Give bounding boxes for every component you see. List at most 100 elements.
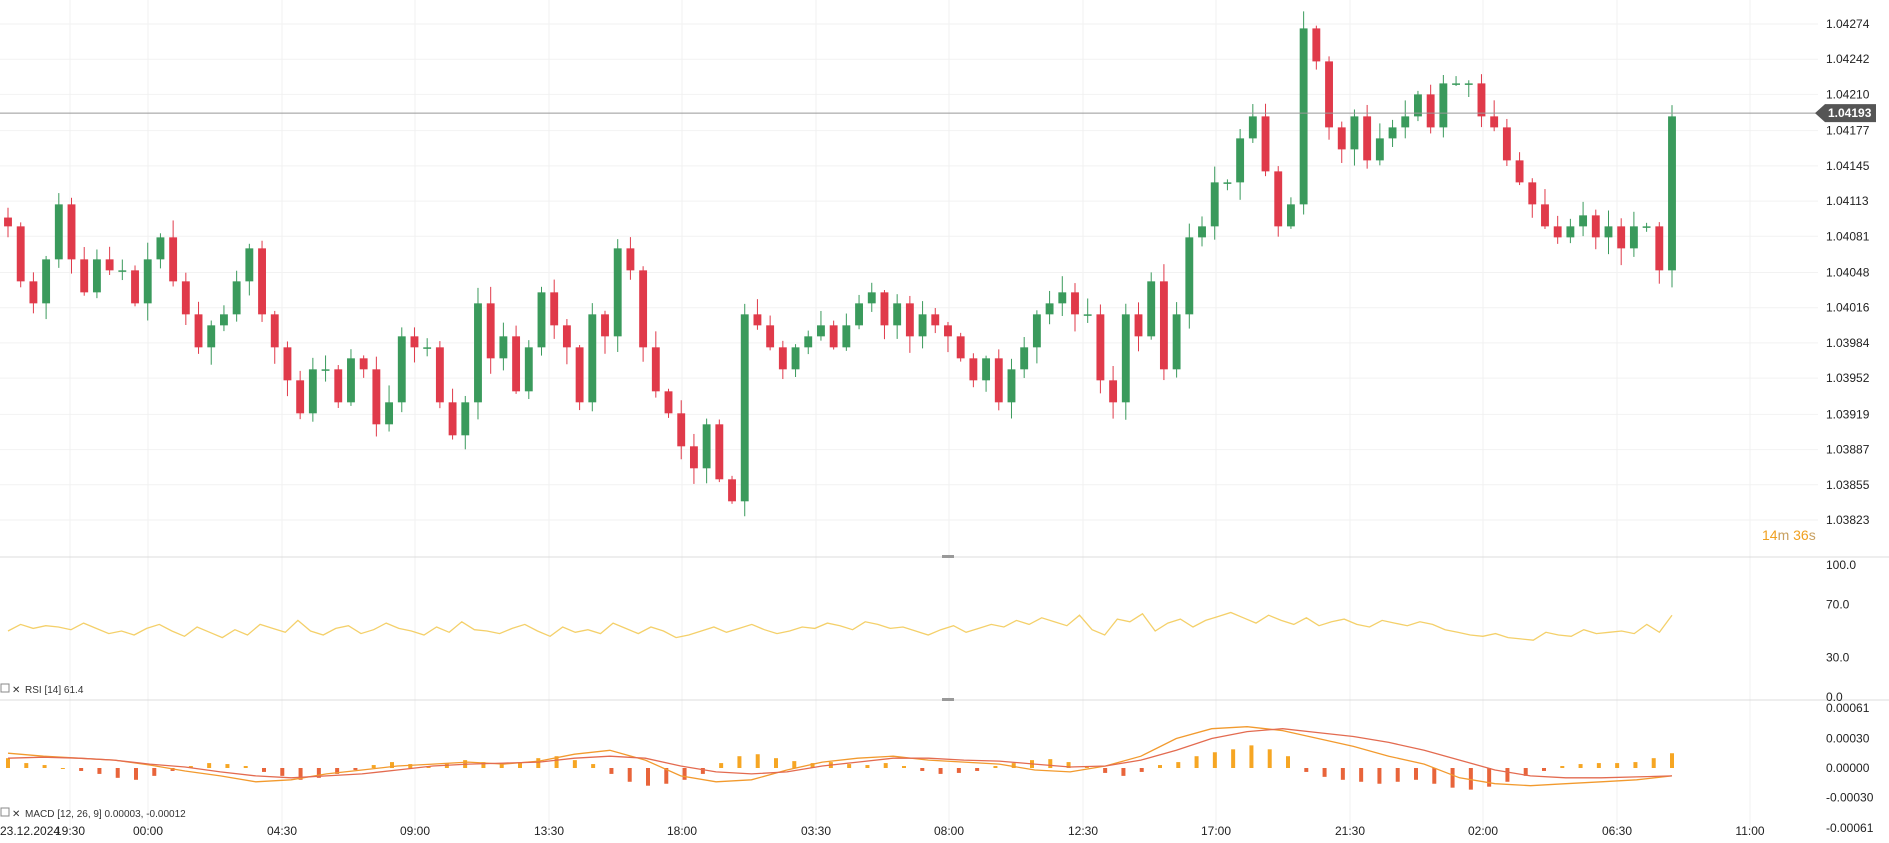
candle[interactable] bbox=[1375, 123, 1384, 166]
candle[interactable] bbox=[385, 385, 394, 432]
candle[interactable] bbox=[474, 287, 482, 420]
candle[interactable] bbox=[270, 310, 279, 364]
candle[interactable] bbox=[423, 338, 432, 357]
candle[interactable] bbox=[664, 388, 673, 418]
candle[interactable] bbox=[575, 345, 584, 411]
candle[interactable] bbox=[207, 320, 216, 365]
candle[interactable] bbox=[156, 233, 165, 269]
candle[interactable] bbox=[1426, 84, 1435, 134]
candle[interactable] bbox=[42, 255, 51, 320]
candle[interactable] bbox=[372, 356, 381, 437]
candle[interactable] bbox=[1477, 74, 1486, 128]
candle[interactable] bbox=[1109, 366, 1118, 419]
candle[interactable] bbox=[308, 357, 317, 422]
candle[interactable] bbox=[131, 265, 139, 307]
price-panel[interactable]: 1.04274 1.04242 1.04210 1.04177 1.04145 1.041… bbox=[0, 11, 1876, 543]
candle[interactable] bbox=[1058, 276, 1067, 316]
candle[interactable] bbox=[1604, 210, 1613, 255]
candle[interactable] bbox=[969, 353, 978, 388]
candle[interactable] bbox=[321, 355, 330, 382]
candle[interactable] bbox=[842, 313, 851, 351]
candle[interactable] bbox=[1223, 179, 1232, 191]
candle[interactable] bbox=[397, 327, 406, 413]
candle[interactable] bbox=[1490, 100, 1499, 132]
candle[interactable] bbox=[92, 249, 101, 299]
candle[interactable] bbox=[1045, 290, 1054, 325]
candle[interactable] bbox=[982, 355, 991, 392]
candle[interactable] bbox=[448, 388, 457, 440]
close-icon[interactable]: ✕ bbox=[12, 685, 20, 696]
candle[interactable] bbox=[626, 237, 635, 280]
candle[interactable] bbox=[537, 286, 546, 356]
candle[interactable] bbox=[1502, 118, 1511, 167]
candle[interactable] bbox=[1020, 337, 1029, 379]
candle[interactable] bbox=[1032, 310, 1041, 364]
candle[interactable] bbox=[689, 433, 698, 484]
candle[interactable] bbox=[639, 266, 648, 362]
candle[interactable] bbox=[359, 355, 368, 378]
candle[interactable] bbox=[1337, 121, 1346, 163]
candle[interactable] bbox=[1629, 211, 1638, 257]
candle[interactable] bbox=[918, 301, 927, 349]
resize-handle-rsi[interactable] bbox=[942, 555, 954, 558]
candle[interactable] bbox=[486, 286, 495, 374]
candle[interactable] bbox=[651, 331, 660, 398]
candle[interactable] bbox=[613, 239, 622, 352]
candle[interactable] bbox=[1210, 166, 1219, 240]
candle[interactable] bbox=[1147, 272, 1156, 340]
candle[interactable] bbox=[867, 282, 876, 312]
candle[interactable] bbox=[1248, 104, 1257, 143]
candle[interactable] bbox=[4, 207, 12, 238]
candle[interactable] bbox=[728, 475, 736, 504]
candle[interactable] bbox=[804, 330, 813, 355]
candle[interactable] bbox=[740, 303, 749, 517]
indicator-settings-icon[interactable] bbox=[0, 683, 10, 693]
candle[interactable] bbox=[54, 193, 63, 268]
candle[interactable] bbox=[1159, 264, 1168, 381]
candle[interactable] bbox=[1452, 76, 1460, 87]
candle[interactable] bbox=[1261, 103, 1270, 177]
candle[interactable] bbox=[1286, 197, 1295, 229]
candle[interactable] bbox=[1350, 109, 1359, 166]
candle[interactable] bbox=[245, 243, 254, 296]
close-icon[interactable]: ✕ bbox=[12, 809, 20, 820]
indicator-settings-icon[interactable] bbox=[0, 807, 10, 817]
candle[interactable] bbox=[1642, 222, 1651, 232]
macd-panel[interactable]: 0.00061 0.00030 0.00000 -0.00030 -0.00061 ✕ … bbox=[0, 701, 1874, 835]
candle[interactable] bbox=[1401, 100, 1410, 139]
candle[interactable] bbox=[1096, 304, 1105, 394]
candle[interactable] bbox=[677, 400, 686, 460]
candle[interactable] bbox=[702, 418, 711, 484]
candle[interactable] bbox=[817, 310, 825, 341]
candle[interactable] bbox=[550, 279, 559, 339]
candle[interactable] bbox=[16, 222, 25, 288]
candle[interactable] bbox=[944, 321, 952, 353]
candle[interactable] bbox=[1325, 56, 1333, 140]
candle[interactable] bbox=[1071, 283, 1079, 332]
rsi-panel[interactable]: 100.0 70.0 30.0 0.0 ✕ RSI [14] 61.4 bbox=[0, 558, 1856, 704]
candle[interactable] bbox=[1312, 25, 1321, 70]
candle[interactable] bbox=[435, 341, 444, 409]
candle[interactable] bbox=[829, 320, 838, 350]
candle[interactable] bbox=[194, 301, 203, 354]
candle[interactable] bbox=[1172, 302, 1181, 378]
candle[interactable] bbox=[956, 332, 965, 362]
candle[interactable] bbox=[1414, 90, 1422, 122]
candle[interactable] bbox=[1617, 218, 1626, 266]
candle[interactable] bbox=[1007, 358, 1016, 419]
candle[interactable] bbox=[1185, 223, 1194, 329]
candle[interactable] bbox=[893, 294, 902, 339]
candle[interactable] bbox=[905, 295, 914, 353]
candle[interactable] bbox=[143, 242, 152, 321]
candle[interactable] bbox=[118, 259, 127, 281]
candle[interactable] bbox=[778, 340, 787, 380]
candle[interactable] bbox=[524, 340, 533, 400]
candle[interactable] bbox=[791, 344, 800, 378]
candle[interactable] bbox=[1198, 216, 1206, 247]
candle[interactable] bbox=[1541, 189, 1549, 230]
candle[interactable] bbox=[1439, 74, 1448, 138]
candle[interactable] bbox=[105, 246, 114, 275]
candle[interactable] bbox=[80, 247, 89, 296]
candle[interactable] bbox=[1553, 215, 1562, 244]
